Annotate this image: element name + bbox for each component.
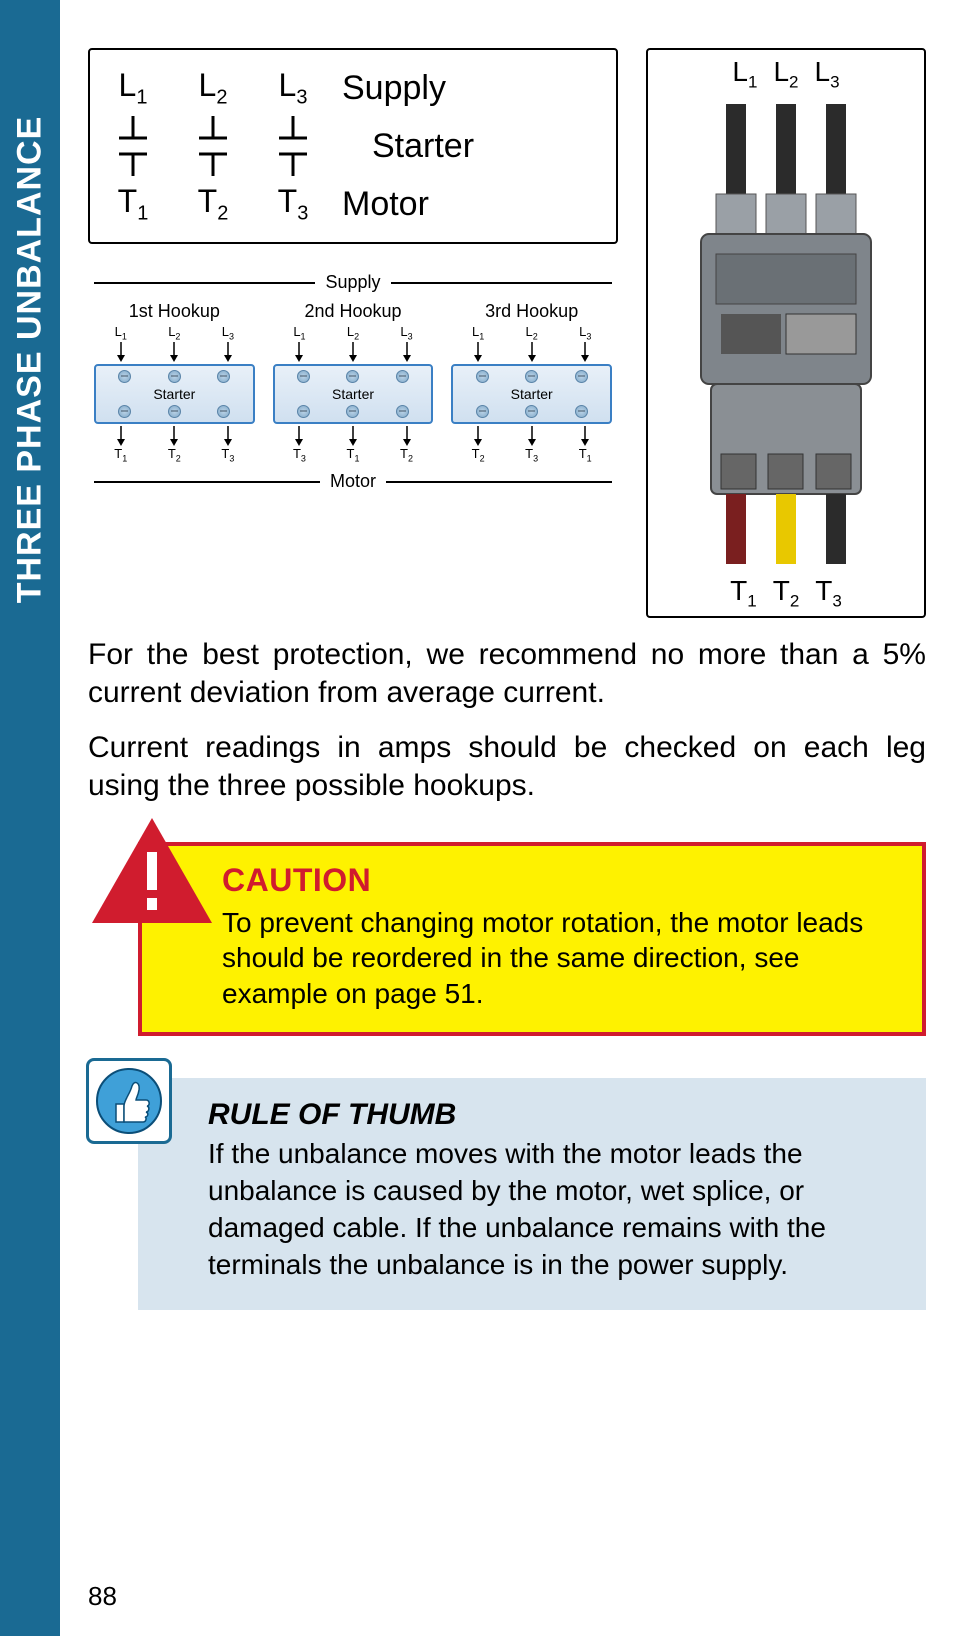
caution-box: CAUTION To prevent changing motor rotati… (138, 842, 926, 1036)
body-text: For the best protection, we recommend no… (88, 636, 926, 806)
side-tab-label: THREE PHASE UNBALANCE (11, 116, 50, 604)
term-T1: T1 (108, 183, 158, 225)
paragraph-2: Current readings in amps should be check… (88, 729, 926, 806)
photo-T2: T2 (773, 575, 800, 612)
page-number: 88 (88, 1581, 117, 1612)
label-starter: Starter (372, 127, 474, 166)
starter-box: Starter (451, 364, 612, 424)
contact-3 (268, 116, 318, 176)
term-L3: L3 (268, 67, 318, 109)
starter-box: Starter (273, 364, 434, 424)
caution-text: To prevent changing motor rotation, the … (222, 905, 898, 1012)
warning-icon (92, 818, 212, 923)
contact-2 (188, 116, 238, 176)
hookup-title: 3rd Hookup (451, 301, 612, 322)
term-L2: L2 (188, 67, 238, 109)
side-tab: THREE PHASE UNBALANCE (0, 0, 60, 1636)
hookup-3: 3rd HookupL1L2L3StarterT2T3T1 (451, 301, 612, 463)
label-motor: Motor (342, 185, 429, 224)
page-content: L1 L2 L3 Supply (60, 0, 954, 1636)
thumbs-up-icon (86, 1058, 172, 1144)
photo-L2: L2 (773, 56, 798, 93)
rot-title: RULE OF THUMB (208, 1098, 898, 1132)
schematic-diagram: L1 L2 L3 Supply (88, 48, 618, 244)
paragraph-1: For the best protection, we recommend no… (88, 636, 926, 713)
hookup-footer-label: Motor (330, 471, 376, 492)
photo-T3: T3 (815, 575, 842, 612)
hookup-2: 2nd HookupL1L2L3StarterT3T1T2 (273, 301, 434, 463)
contact-1 (108, 116, 158, 176)
contactor-illustration (671, 104, 901, 564)
label-supply: Supply (342, 69, 446, 108)
hookup-diagram: Supply 1st HookupL1L2L3StarterT1T2T32nd … (88, 264, 618, 498)
term-T3: T3 (268, 183, 318, 225)
hookup-title: 2nd Hookup (273, 301, 434, 322)
caution-title: CAUTION (222, 862, 898, 899)
rot-text: If the unbalance moves with the motor le… (208, 1136, 898, 1284)
hookup-1: 1st HookupL1L2L3StarterT1T2T3 (94, 301, 255, 463)
photo-L3: L3 (815, 56, 840, 93)
starter-box: Starter (94, 364, 255, 424)
photo-T1: T1 (730, 575, 757, 612)
term-T2: T2 (188, 183, 238, 225)
contactor-photo: L1 L2 L3 (646, 48, 926, 618)
term-L1: L1 (108, 67, 158, 109)
hookup-header-label: Supply (325, 272, 380, 293)
hookup-title: 1st Hookup (94, 301, 255, 322)
photo-L1: L1 (732, 56, 757, 93)
rule-of-thumb-box: RULE OF THUMB If the unbalance moves wit… (138, 1078, 926, 1310)
